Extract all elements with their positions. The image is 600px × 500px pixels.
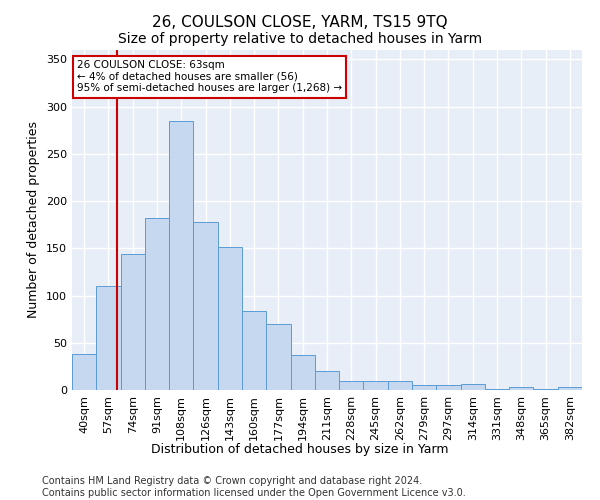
Bar: [509, 387, 533, 390]
Text: Size of property relative to detached houses in Yarm: Size of property relative to detached ho…: [118, 32, 482, 46]
Text: Contains HM Land Registry data © Crown copyright and database right 2024.
Contai: Contains HM Land Registry data © Crown c…: [42, 476, 466, 498]
Bar: [290, 355, 315, 390]
Text: 26, COULSON CLOSE, YARM, TS15 9TQ: 26, COULSON CLOSE, YARM, TS15 9TQ: [152, 15, 448, 30]
Bar: [72, 354, 96, 390]
Bar: [461, 384, 485, 390]
Bar: [533, 389, 558, 390]
Bar: [364, 380, 388, 390]
Text: Distribution of detached houses by size in Yarm: Distribution of detached houses by size …: [151, 442, 449, 456]
Bar: [485, 389, 509, 390]
Bar: [266, 324, 290, 390]
Bar: [412, 386, 436, 390]
Bar: [169, 121, 193, 390]
Bar: [96, 286, 121, 390]
Bar: [145, 218, 169, 390]
Bar: [193, 222, 218, 390]
Bar: [315, 371, 339, 390]
Bar: [436, 386, 461, 390]
Y-axis label: Number of detached properties: Number of detached properties: [28, 122, 40, 318]
Bar: [218, 248, 242, 390]
Bar: [339, 380, 364, 390]
Bar: [388, 380, 412, 390]
Bar: [242, 310, 266, 390]
Bar: [121, 254, 145, 390]
Text: 26 COULSON CLOSE: 63sqm
← 4% of detached houses are smaller (56)
95% of semi-det: 26 COULSON CLOSE: 63sqm ← 4% of detached…: [77, 60, 342, 94]
Bar: [558, 387, 582, 390]
